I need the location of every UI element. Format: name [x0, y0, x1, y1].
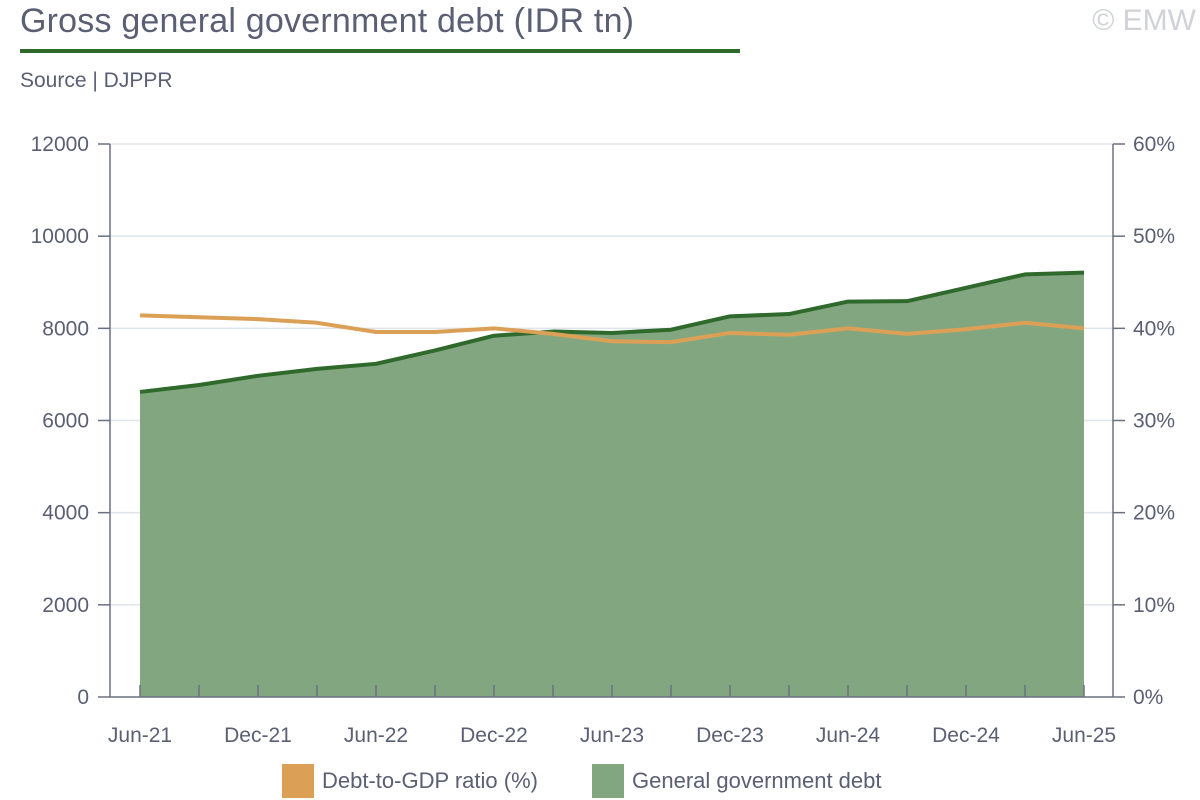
- y-right-tick-label: 40%: [1133, 317, 1175, 340]
- copyright-watermark: © EMW: [1092, 4, 1196, 37]
- title-underline: [20, 49, 740, 53]
- x-tick-label: Dec-24: [932, 724, 1000, 747]
- legend-label-ratio: Debt-to-GDP ratio (%): [322, 768, 538, 793]
- legend-item-debt-to-gdp-ratio: Debt-to-GDP ratio (%): [282, 764, 538, 798]
- legend: Debt-to-GDP ratio (%) General government…: [0, 762, 1200, 800]
- line-layer: [139, 270, 1085, 394]
- x-tick-label: Jun-23: [580, 724, 644, 747]
- x-tick-label: Dec-22: [460, 724, 528, 747]
- debt-area: [140, 272, 1084, 697]
- y-left-tick-label: 2000: [42, 594, 89, 617]
- x-tick-label: Dec-21: [224, 724, 292, 747]
- y-left-tick-label: 4000: [42, 502, 89, 525]
- y-right-tick-label: 30%: [1133, 410, 1175, 433]
- y-left-tick-label: 8000: [42, 317, 89, 340]
- y-right-tick-label: 0%: [1133, 686, 1163, 709]
- debt-area-layer: [140, 272, 1084, 697]
- legend-swatch-ratio: [282, 764, 314, 798]
- y-left-tick-label: 0: [77, 686, 89, 709]
- y-right-tick-label: 50%: [1133, 225, 1175, 248]
- legend-item-government-debt: General government debt: [592, 764, 882, 798]
- chart-title: Gross general government debt (IDR tn): [20, 2, 635, 40]
- legend-label-debt: General government debt: [632, 768, 882, 793]
- x-tick-label: Jun-21: [108, 724, 172, 747]
- chart-source: Source | DJPPR: [20, 69, 173, 92]
- y-right-tick-label: 60%: [1133, 133, 1175, 156]
- tick-labels: 0 2000 4000 6000 8000 10000 12000 0% 10% 20% 30% 40…: [31, 133, 1175, 747]
- axes: [98, 143, 1125, 698]
- x-tick-label: Dec-23: [696, 724, 764, 747]
- x-tick-label: Jun-22: [344, 724, 408, 747]
- ratio-line: [139, 313, 1085, 345]
- legend-swatch-debt: [592, 764, 624, 798]
- y-left-tick-label: 10000: [31, 225, 89, 248]
- y-right-tick-label: 20%: [1133, 502, 1175, 525]
- y-left-tick-label: 6000: [42, 410, 89, 433]
- y-right-tick-label: 10%: [1133, 594, 1175, 617]
- x-tick-label: Jun-24: [816, 724, 881, 747]
- y-left-tick-label: 12000: [31, 133, 89, 156]
- debt-line: [139, 270, 1085, 394]
- x-tick-label: Jun-25: [1052, 724, 1116, 747]
